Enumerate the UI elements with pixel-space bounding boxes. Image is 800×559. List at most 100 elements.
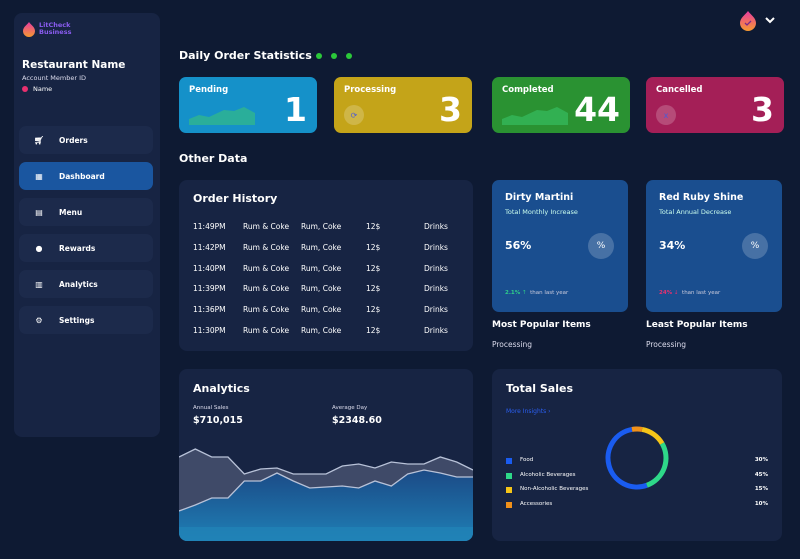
completed-card[interactable]: Completed 44 — [492, 77, 630, 133]
item-subtitle: Total Monthly Increase — [505, 208, 578, 216]
average-day-label: Average Day — [332, 405, 368, 411]
card-value: 1 — [284, 90, 307, 129]
cancelled-card[interactable]: Cancelled x 3 — [646, 77, 784, 133]
legend-swatch — [506, 502, 512, 509]
item-change: 24% ↓ than last year — [659, 290, 720, 296]
nav-label: Dashboard — [59, 171, 105, 181]
total-sales-title: Total Sales — [506, 382, 574, 395]
card-value: 3 — [751, 90, 774, 129]
more-insights-link[interactable]: More Insights › — [506, 408, 551, 415]
restaurant-name: Restaurant Name — [22, 59, 126, 71]
table-cell: 11:42PM — [193, 242, 226, 252]
change-arrow-icon: ↑ — [522, 290, 527, 296]
card-value: 44 — [574, 90, 620, 129]
table-row[interactable]: 11:42PM Rum & Coke Rum, Coke 12$ Drinks — [193, 243, 463, 253]
legend-swatch — [506, 472, 512, 479]
logo: LitCheck Business — [22, 21, 71, 37]
sparkline-icon — [502, 107, 568, 125]
nav-label: Orders — [59, 135, 88, 145]
user-name-label: Name — [33, 85, 53, 93]
line-series-1 — [179, 448, 473, 475]
change-arrow-icon: ↓ — [673, 290, 679, 296]
sidebar-item-settings[interactable]: ⚙ Settings — [19, 306, 153, 334]
gear-icon: ⚙ — [35, 315, 43, 325]
table-row[interactable]: 11:39PM Rum & Coke Rum, Coke 12$ Drinks — [193, 284, 463, 294]
table-cell: 12$ — [366, 284, 381, 294]
table-cell: Rum & Coke — [243, 263, 290, 273]
profile-avatar-icon — [740, 11, 775, 31]
legend-label: Alcoholic Beverages — [520, 471, 576, 478]
item-stat-card[interactable]: Red Ruby Shine Total Annual Decrease 34%… — [646, 180, 782, 312]
processing-card[interactable]: Processing ⟳ 3 — [334, 77, 472, 133]
item-subtitle: Total Annual Decrease — [659, 208, 732, 216]
brand-line1: LitCheck — [39, 21, 71, 29]
percent-icon: % — [588, 233, 614, 259]
sidebar-item-analytics[interactable]: ▥ Analytics — [19, 270, 153, 298]
analytics-area-chart — [179, 448, 473, 541]
donut-slice-non-alcoholic-beverages — [641, 426, 665, 445]
table-row[interactable]: 11:49PM Rum & Coke Rum, Coke 12$ Drinks — [193, 222, 463, 232]
legend-value: 15% — [754, 486, 768, 493]
item-name: Dirty Martini — [505, 192, 574, 203]
change-value: 2.1% — [505, 290, 521, 296]
card-label: Cancelled — [656, 85, 703, 95]
sidebar-item-menu[interactable]: ▤ Menu — [19, 198, 153, 226]
table-cell: 11:49PM — [193, 222, 226, 231]
stats-title: Daily Order Statistics — [179, 49, 312, 62]
close-icon: x — [656, 105, 676, 125]
status-dots — [316, 53, 352, 59]
user-name: Name — [22, 85, 52, 93]
table-cell: 12$ — [366, 326, 381, 335]
table-cell: Rum, Coke — [301, 263, 342, 273]
sparkline-icon — [189, 107, 255, 125]
item-name: Red Ruby Shine — [659, 192, 744, 203]
popular-status: Processing — [646, 340, 687, 349]
sidebar-item-dashboard[interactable]: ▦ Dashboard — [19, 162, 153, 190]
legend-label: Accessories — [520, 501, 553, 508]
table-cell: Rum, Coke — [301, 326, 342, 335]
table-row[interactable]: 11:40PM Rum & Coke Rum, Coke 12$ Drinks — [193, 264, 463, 274]
card-label: Processing — [344, 85, 397, 95]
area-series-2 — [179, 470, 473, 541]
legend-item: Accessories 10% — [506, 501, 768, 509]
pending-card[interactable]: Pending 1 — [179, 77, 317, 133]
card-value: 3 — [439, 90, 462, 129]
table-cell: 11:36PM — [193, 305, 226, 315]
legend-item: Alcoholic Beverages 45% — [506, 472, 768, 480]
item-change: 2.1% ↑ than last year — [505, 290, 568, 296]
nav-label: Menu — [59, 207, 83, 217]
table-row[interactable]: 11:30PM Rum & Coke Rum, Coke 12$ Drinks — [193, 326, 463, 336]
cart-icon: 🛒︎ — [33, 135, 45, 145]
profile-menu[interactable] — [739, 10, 779, 38]
sidebar-item-rewards[interactable]: ● Rewards — [19, 234, 153, 262]
brand-line2: Business — [39, 28, 72, 36]
sales-donut-chart — [605, 426, 669, 490]
table-row[interactable]: 11:36PM Rum & Coke Rum, Coke 12$ Drinks — [193, 305, 463, 315]
table-cell: Rum & Coke — [243, 326, 290, 335]
table-cell: Rum & Coke — [243, 305, 290, 315]
analytics-title: Analytics — [193, 382, 250, 395]
item-stat-card[interactable]: Dirty Martini Total Monthly Increase 56%… — [492, 180, 628, 312]
logo-icon — [23, 22, 35, 37]
table-cell: Drinks — [424, 326, 448, 335]
total-sales-panel: Total Sales More Insights › Food 30% Alcoh… — [492, 369, 782, 541]
donut-slice-food — [605, 426, 648, 490]
nav-label: Settings — [59, 315, 95, 325]
table-cell: 11:40PM — [193, 263, 226, 273]
annual-sales-label: Annual Sales — [193, 405, 229, 411]
table-cell: 12$ — [366, 305, 381, 315]
dashboard-icon: ▦ — [35, 171, 43, 181]
table-cell: Rum, Coke — [301, 222, 342, 231]
other-data-title: Other Data — [179, 152, 248, 165]
change-footer: than last year — [682, 290, 721, 296]
sidebar-item-orders[interactable]: 🛒︎ Orders — [19, 126, 153, 154]
legend-value: 30% — [754, 457, 768, 463]
analytics-icon: ▥ — [35, 279, 43, 289]
percent-icon: % — [742, 233, 768, 259]
order-history-title: Order History — [193, 192, 278, 205]
table-cell: 11:30PM — [193, 326, 226, 335]
table-cell: 11:39PM — [193, 284, 226, 294]
line-series-2 — [179, 469, 473, 512]
legend-value: 10% — [754, 501, 768, 508]
table-cell: Rum, Coke — [301, 242, 342, 252]
